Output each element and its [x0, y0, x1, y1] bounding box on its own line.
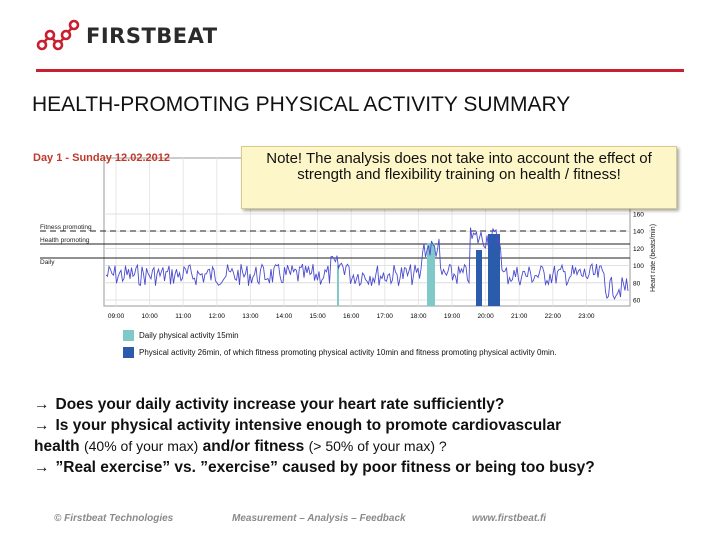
- y-tick-label: 100: [633, 263, 644, 270]
- zone-label-daily: Daily: [40, 259, 55, 266]
- bullet-item: → Is your physical activity intensive eno…: [34, 415, 694, 436]
- footer-copyright: © Firstbeat Technologies: [54, 513, 174, 524]
- heart-rate-line: [105, 227, 629, 300]
- bullet-item: → Does your daily activity increase your …: [34, 394, 694, 415]
- bullet-text: Does your daily activity increase your h…: [55, 396, 505, 413]
- arrow-icon: →: [34, 417, 50, 434]
- arrow-icon: →: [34, 459, 50, 476]
- x-axis-ticks: 09:00 10:00 11:00 12:00 13:00 14:00 15:00 16:00…: [108, 313, 595, 320]
- bullet-text: health: [34, 438, 80, 455]
- bullet-text: Is your physical activity intensive enou…: [55, 417, 562, 434]
- footer-website: www.firstbeat.fi: [472, 513, 547, 524]
- heart-rate-chart: Day 1 - Sunday 12.02.2012 Fitness promot…: [30, 148, 660, 363]
- day-label: Day 1 - Sunday 12.02.2012: [33, 152, 170, 164]
- activity-bar: [488, 234, 500, 306]
- y-axis-label: Heart rate (beats/min): [650, 224, 657, 292]
- x-tick-label: 09:00: [108, 313, 125, 320]
- bullet-text: ”Real exercise” vs. ”exercise” caused by…: [55, 459, 595, 476]
- zone-label-health: Health promoting: [40, 237, 90, 244]
- x-tick-label: 11:00: [175, 313, 191, 320]
- firstbeat-logo: FIRSTBEAT: [36, 18, 218, 54]
- heart-rate-chart-svg: Fitness promoting Health promoting Daily…: [40, 157, 657, 320]
- x-tick-label: 17:00: [377, 313, 394, 320]
- footer-tagline: Measurement – Analysis – Feedback: [232, 513, 406, 524]
- bullet-item-continuation: health (40% of your max) and/or fitness …: [34, 436, 694, 457]
- header-divider: [36, 69, 684, 72]
- y-tick-label: 160: [633, 212, 644, 219]
- bullet-text-small: (> 50% of your max) ?: [308, 438, 447, 454]
- legend-swatch-light: [123, 330, 134, 341]
- activity-bar: [476, 250, 482, 306]
- legend-item-daily: Daily physical activity 15min: [123, 330, 239, 341]
- x-tick-label: 14:00: [276, 313, 293, 320]
- activity-bar: [337, 265, 339, 306]
- x-tick-label: 21:00: [511, 313, 528, 320]
- legend-label: Physical activity 26min, of which fitnes…: [139, 348, 557, 357]
- x-tick-label: 22:00: [545, 313, 562, 320]
- x-tick-label: 18:00: [410, 313, 427, 320]
- bullet-text-small: (40% of your max): [83, 438, 199, 454]
- x-tick-label: 12:00: [209, 313, 226, 320]
- y-tick-label: 120: [633, 246, 644, 253]
- legend-label: Daily physical activity 15min: [139, 331, 239, 340]
- y-tick-label: 60: [633, 298, 641, 305]
- arrow-icon: →: [34, 396, 50, 413]
- x-tick-label: 23:00: [578, 313, 595, 320]
- legend-item-physical: Physical activity 26min, of which fitnes…: [123, 347, 557, 358]
- bullet-item: → ”Real exercise” vs. ”exercise” caused b…: [34, 457, 694, 478]
- molecule-logo-icon: [36, 19, 80, 51]
- x-tick-label: 15:00: [309, 313, 326, 320]
- x-tick-label: 13:00: [242, 313, 259, 320]
- x-tick-label: 19:00: [444, 313, 461, 320]
- bullet-list: → Does your daily activity increase your …: [34, 394, 694, 478]
- activity-bar: [427, 243, 435, 306]
- zone-label-fitness: Fitness promoting: [40, 224, 92, 231]
- bullet-text: and/or fitness: [202, 438, 305, 455]
- brand-name: FIRSTBEAT: [86, 24, 218, 48]
- y-tick-label: 80: [633, 280, 641, 287]
- x-tick-label: 16:00: [343, 313, 360, 320]
- legend-swatch-dark: [123, 347, 134, 358]
- y-axis-ticks: 160 140 120 100 80 60: [633, 212, 644, 305]
- x-tick-label: 20:00: [477, 313, 494, 320]
- note-callout: Note! The analysis does not take into ac…: [241, 146, 677, 209]
- page-title: HEALTH-PROMOTING PHYSICAL ACTIVITY SUMMA…: [32, 93, 571, 116]
- x-tick-label: 10:00: [141, 313, 158, 320]
- y-tick-label: 140: [633, 229, 644, 236]
